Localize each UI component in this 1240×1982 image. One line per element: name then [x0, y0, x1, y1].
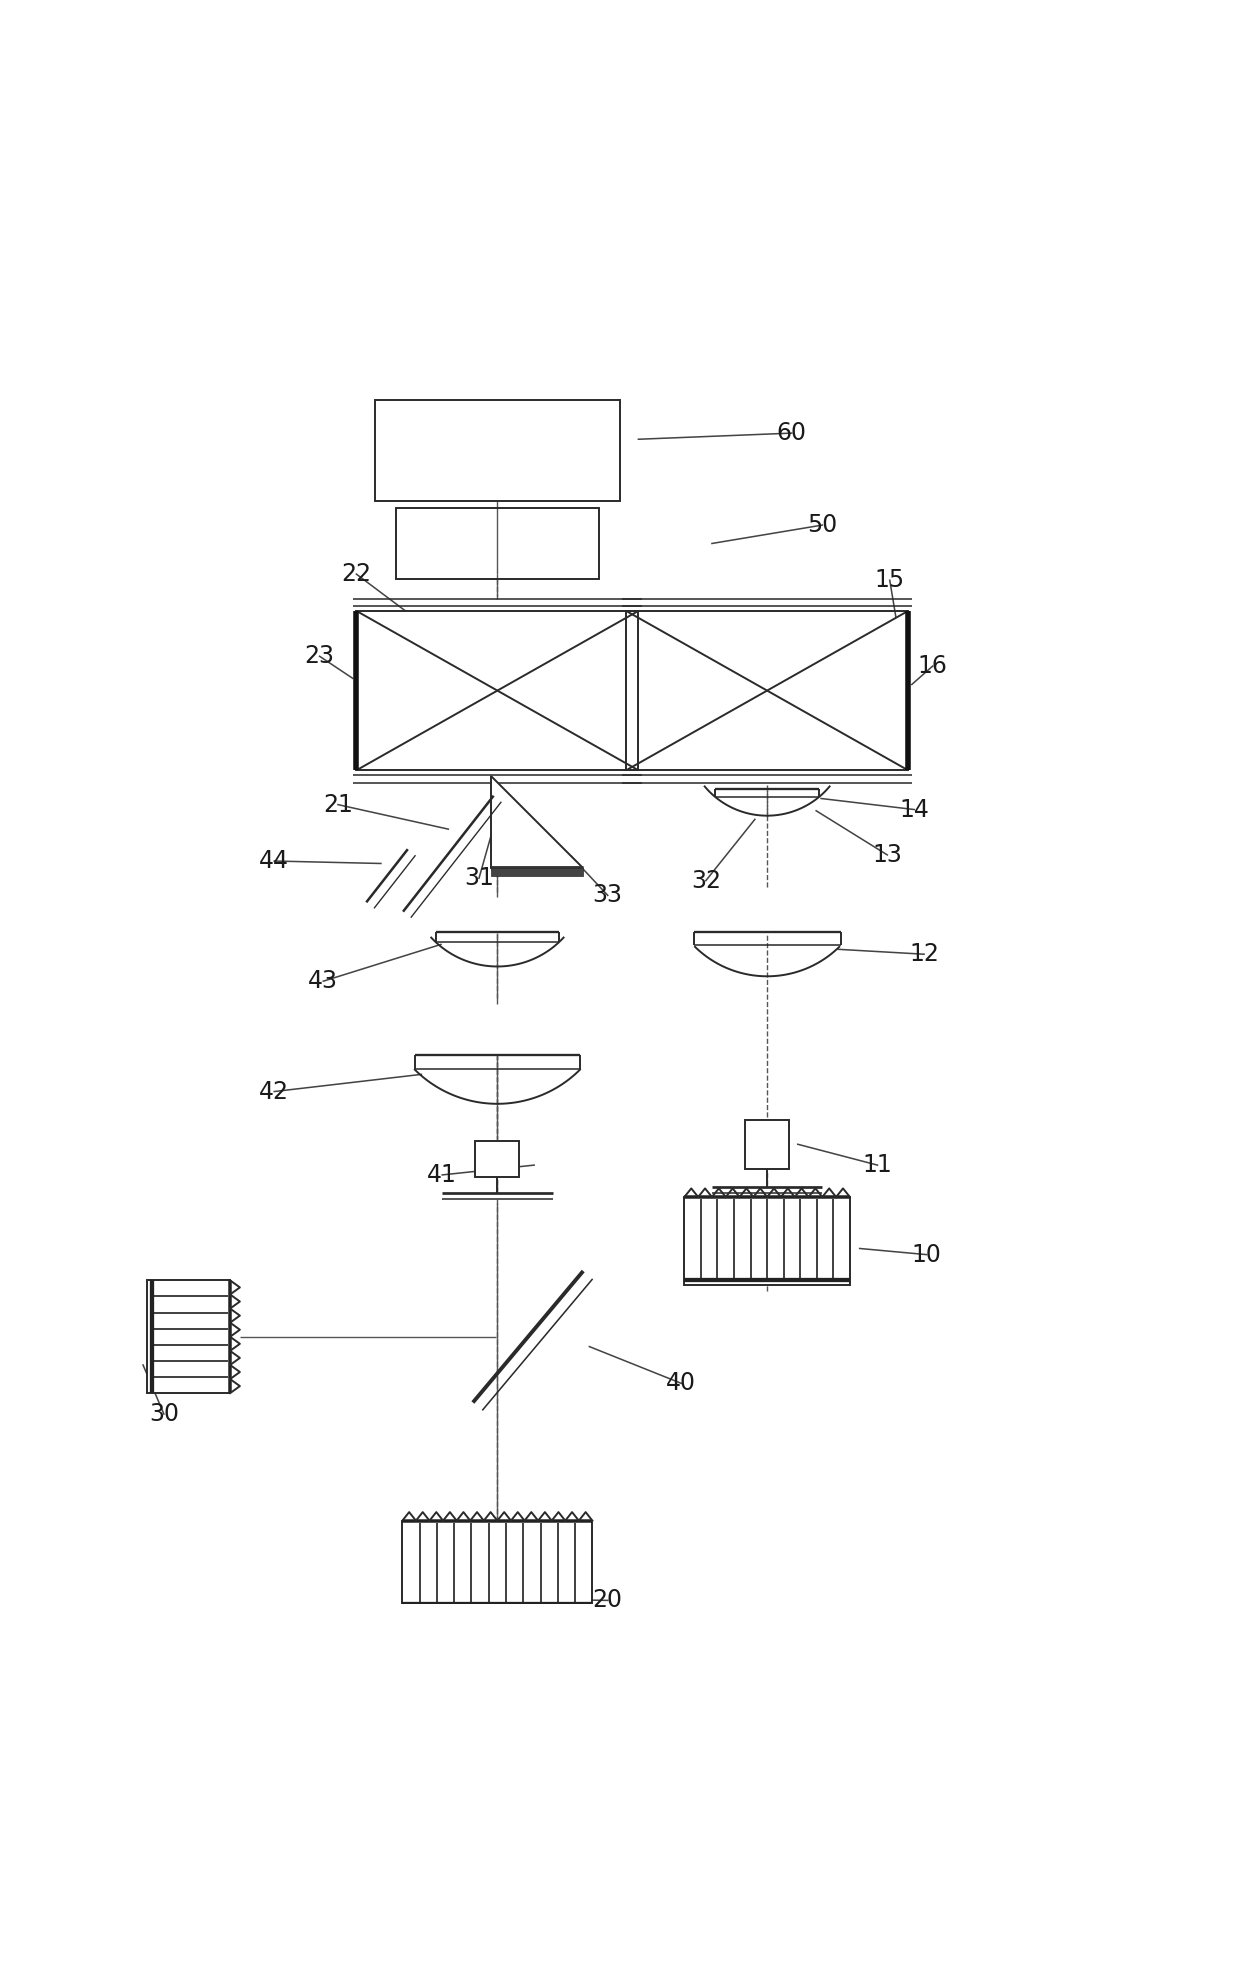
Text: 20: 20	[593, 1588, 622, 1613]
Text: 23: 23	[305, 644, 335, 668]
Polygon shape	[491, 777, 583, 868]
Text: 41: 41	[428, 1163, 458, 1187]
Text: 16: 16	[918, 654, 947, 678]
Text: 40: 40	[666, 1372, 697, 1395]
Text: 22: 22	[341, 563, 372, 587]
Text: 14: 14	[899, 797, 929, 821]
Bar	[491, 868, 583, 876]
Bar	[402, 1520, 593, 1609]
Text: 15: 15	[874, 569, 905, 593]
Text: 43: 43	[309, 969, 339, 993]
Text: 13: 13	[873, 842, 903, 866]
Bar	[397, 507, 599, 579]
Bar	[626, 610, 908, 771]
Text: 21: 21	[324, 793, 353, 817]
Bar	[745, 1120, 789, 1169]
Text: 42: 42	[259, 1080, 289, 1104]
Text: 31: 31	[464, 866, 494, 890]
Text: 30: 30	[149, 1401, 179, 1425]
Text: 32: 32	[691, 868, 720, 892]
Bar	[356, 610, 639, 771]
Text: 50: 50	[807, 513, 837, 537]
Text: 11: 11	[863, 1154, 893, 1177]
Bar	[684, 1197, 849, 1284]
Text: 12: 12	[909, 941, 939, 965]
Bar	[146, 1280, 231, 1393]
Text: 10: 10	[911, 1243, 941, 1266]
Bar	[475, 1140, 520, 1177]
Text: 33: 33	[593, 884, 622, 908]
Bar	[374, 400, 620, 501]
Text: 44: 44	[259, 848, 289, 872]
Text: 60: 60	[776, 420, 807, 446]
